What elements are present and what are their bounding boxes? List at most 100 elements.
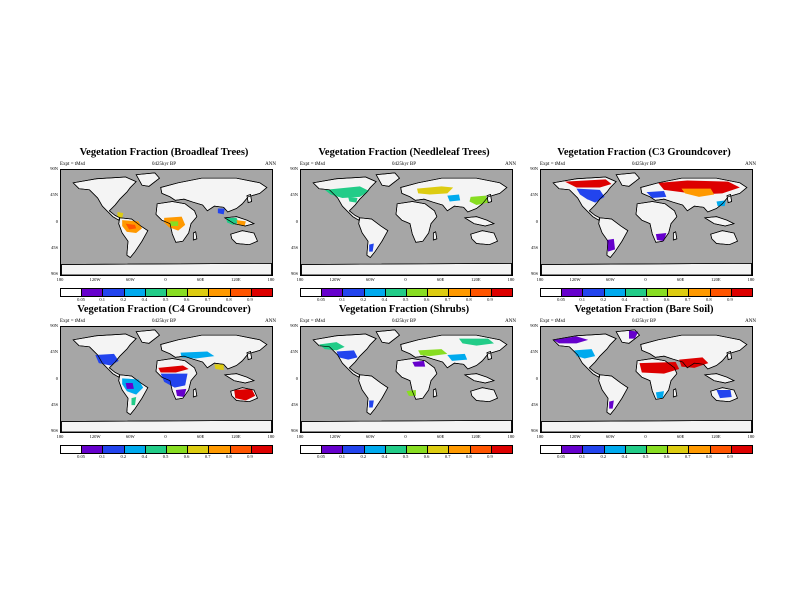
- longitude-tick: 60E: [677, 434, 685, 439]
- coastline: [598, 374, 629, 415]
- longitude-tick: 60E: [437, 277, 445, 282]
- coastline: [463, 373, 495, 384]
- longitude-tick: 120E: [711, 277, 721, 282]
- panel-c4-groundcover: Vegetation Fraction (C4 Groundcover) Exp…: [50, 304, 278, 474]
- longitude-tick: 180: [267, 277, 275, 282]
- colorbar-label: 0.6: [423, 454, 430, 459]
- vegetation-patch: [646, 191, 667, 198]
- latitude-tick: 45N: [50, 192, 58, 198]
- colorbar-label: 0.05: [317, 454, 326, 459]
- colorbar-swatch: [731, 446, 753, 453]
- colorbar-label: 0.5: [642, 297, 649, 302]
- colorbar-swatch: [541, 446, 563, 453]
- vegetation-patch: [447, 353, 468, 361]
- vegetation-patch: [319, 342, 345, 351]
- colorbar-swatch: [470, 446, 492, 453]
- coastline: [375, 172, 401, 187]
- longitude-tick: 180: [536, 277, 544, 282]
- vegetation-patch: [369, 400, 374, 408]
- latitude-tick: 45S: [50, 244, 58, 250]
- colorbar-label: 0.9: [487, 297, 493, 302]
- coastline: [160, 334, 268, 370]
- vegetation-patch: [576, 188, 605, 203]
- coastline: [726, 351, 733, 361]
- longitude-tick: 60W: [365, 434, 375, 439]
- season-label: ANN: [505, 319, 516, 324]
- colorbar: [60, 288, 273, 297]
- longitude-tick: 180: [747, 277, 755, 282]
- colorbar-swatch: [689, 289, 711, 296]
- colorbar-label: 0.8: [705, 454, 712, 459]
- coastline: [358, 374, 389, 415]
- colorbar-swatch: [541, 289, 563, 296]
- coastline: [486, 351, 493, 361]
- longitude-tick: 0: [164, 277, 167, 282]
- longitude-tick: 180: [267, 434, 275, 439]
- longitude-tick: 120W: [89, 434, 101, 439]
- longitude-tick: 60E: [677, 277, 685, 282]
- colorbar-label: 0.9: [727, 297, 733, 302]
- map-area: [540, 326, 753, 433]
- colorbar-swatch: [449, 446, 471, 453]
- vegetation-patch: [574, 349, 596, 359]
- coastline: [72, 333, 137, 378]
- latitude-tick: 45N: [530, 349, 538, 355]
- longitude-tick: 120E: [711, 434, 721, 439]
- colorbar-label: 0.5: [642, 454, 649, 459]
- colorbar-swatch: [343, 289, 365, 296]
- vegetation-patch: [117, 212, 124, 218]
- period-label: 0425kyr BP: [631, 319, 657, 324]
- colorbar-label: 0.4: [621, 297, 628, 302]
- latitude-tick: 90S: [530, 428, 538, 433]
- longitude-tick: 60E: [437, 434, 445, 439]
- coastline: [312, 176, 377, 221]
- colorbar-swatch: [364, 446, 386, 453]
- vegetation-patch: [158, 365, 189, 373]
- panel-title: Vegetation Fraction (Bare Soil): [574, 304, 714, 315]
- latitude-tick: 90S: [290, 271, 298, 276]
- continent-antarctica: [541, 262, 752, 275]
- colorbar-label: 0.2: [360, 297, 367, 302]
- coastline: [301, 419, 512, 432]
- coastline: [541, 419, 752, 432]
- colorbar-swatch: [647, 446, 669, 453]
- colorbar-swatch: [385, 446, 408, 453]
- vegetation-patch: [658, 180, 740, 195]
- panel-broadleaf-trees: Vegetation Fraction (Broadleaf Trees) Ex…: [50, 147, 278, 317]
- continent-antarctica: [61, 262, 272, 275]
- colorbar-swatch: [145, 289, 168, 296]
- longitude-tick: 120E: [231, 434, 241, 439]
- colorbar-swatch: [407, 289, 429, 296]
- colorbar-label: 0.1: [339, 454, 345, 459]
- vegetation-patch: [125, 223, 137, 230]
- longitude-tick: 120W: [329, 277, 341, 282]
- latitude-tick: 90S: [290, 428, 298, 433]
- coastline: [541, 262, 752, 275]
- latitude-tick: 90S: [50, 428, 58, 433]
- coastline: [61, 262, 272, 275]
- coastline: [635, 201, 678, 243]
- coastline: [703, 216, 735, 227]
- colorbar-label: 0.7: [684, 297, 691, 302]
- continent-antarctica: [301, 262, 512, 275]
- vegetation-patch: [655, 391, 664, 399]
- vegetation-patch: [418, 349, 448, 357]
- colorbar-label: 0.5: [402, 297, 409, 302]
- longitude-tick: 60E: [197, 434, 205, 439]
- vegetation-patch: [175, 388, 187, 397]
- vegetation-patch: [95, 353, 119, 366]
- continent-antarctica: [301, 419, 512, 432]
- longitude-tick: 0: [404, 434, 407, 439]
- colorbar-swatch: [562, 289, 584, 296]
- colorbar-label: 0.2: [120, 454, 127, 459]
- colorbar-swatch: [449, 289, 471, 296]
- colorbar-label: 0.9: [487, 454, 493, 459]
- longitude-tick: 0: [644, 434, 647, 439]
- panel-title: Vegetation Fraction (Needleleaf Trees): [318, 147, 490, 158]
- colorbar-swatch: [562, 446, 584, 453]
- colorbar-label: 0.7: [444, 297, 451, 302]
- colorbar-swatch: [124, 446, 146, 453]
- panel-shrubs: Vegetation Fraction (Shrubs) Expt = tMsd…: [290, 304, 518, 474]
- colorbar-label: 0.05: [77, 297, 86, 302]
- vegetation-patch: [369, 243, 374, 252]
